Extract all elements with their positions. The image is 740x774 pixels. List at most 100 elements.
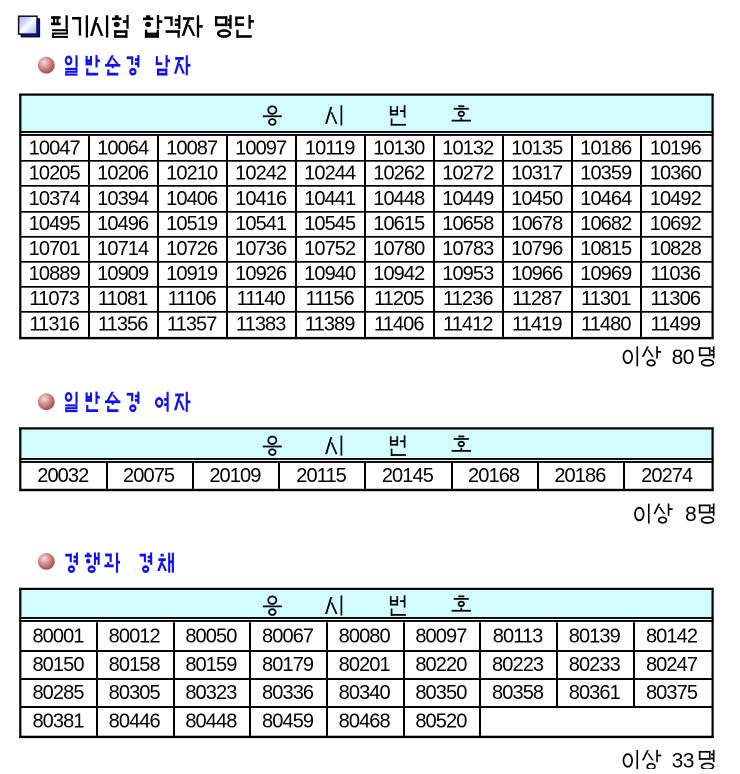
svg-text:80233: 80233 — [569, 654, 621, 676]
svg-text:10940: 10940 — [304, 263, 356, 285]
svg-text:11412: 11412 — [443, 313, 493, 335]
svg-text:80: 80 — [672, 346, 694, 369]
svg-text:10701: 10701 — [29, 238, 81, 260]
svg-text:10942: 10942 — [373, 263, 425, 285]
svg-text:10359: 10359 — [580, 163, 632, 185]
svg-text:10406: 10406 — [166, 188, 218, 210]
svg-text:80012: 80012 — [109, 626, 161, 648]
svg-text:10726: 10726 — [166, 238, 218, 260]
svg-text:20109: 20109 — [209, 465, 261, 487]
svg-text:10242: 10242 — [235, 163, 287, 185]
svg-text:80468: 80468 — [339, 711, 391, 733]
svg-text:80150: 80150 — [32, 654, 84, 676]
svg-text:10119: 10119 — [305, 138, 355, 160]
svg-text:10780: 10780 — [373, 238, 425, 260]
svg-text:10545: 10545 — [304, 213, 356, 235]
svg-text:10064: 10064 — [97, 138, 149, 160]
svg-text:11073: 11073 — [29, 288, 79, 310]
svg-text:11306: 11306 — [650, 288, 700, 310]
svg-text:10416: 10416 — [235, 188, 287, 210]
svg-text:80361: 80361 — [569, 682, 621, 704]
svg-text:10135: 10135 — [511, 138, 563, 160]
svg-text:10541: 10541 — [235, 213, 287, 235]
svg-text:10244: 10244 — [304, 163, 356, 185]
svg-text:10496: 10496 — [97, 213, 149, 235]
svg-text:20186: 20186 — [554, 465, 606, 487]
svg-text:8: 8 — [685, 503, 696, 526]
svg-text:10130: 10130 — [373, 138, 425, 160]
svg-text:80247: 80247 — [646, 654, 698, 676]
svg-text:10448: 10448 — [373, 188, 425, 210]
svg-text:10360: 10360 — [650, 163, 702, 185]
svg-text:10210: 10210 — [166, 163, 218, 185]
svg-text:10317: 10317 — [511, 163, 563, 185]
svg-text:11406: 11406 — [374, 313, 424, 335]
svg-text:80340: 80340 — [339, 682, 391, 704]
svg-text:80336: 80336 — [262, 682, 314, 704]
svg-text:10919: 10919 — [166, 263, 218, 285]
svg-text:80097: 80097 — [415, 626, 467, 648]
svg-text:11499: 11499 — [650, 313, 700, 335]
svg-text:80375: 80375 — [646, 682, 698, 704]
svg-text:10909: 10909 — [97, 263, 149, 285]
svg-text:10441: 10441 — [304, 188, 356, 210]
svg-text:80446: 80446 — [109, 711, 161, 733]
svg-text:80050: 80050 — [185, 626, 237, 648]
svg-text:11301: 11301 — [581, 288, 631, 310]
svg-text:11081: 11081 — [98, 288, 148, 310]
svg-text:11357: 11357 — [167, 313, 217, 335]
svg-text:10394: 10394 — [97, 188, 149, 210]
svg-text:80220: 80220 — [415, 654, 467, 676]
svg-text:10815: 10815 — [580, 238, 632, 260]
svg-text:11156: 11156 — [306, 288, 355, 310]
svg-text:11036: 11036 — [650, 263, 700, 285]
svg-text:80001: 80001 — [32, 626, 84, 648]
svg-text:10206: 10206 — [97, 163, 149, 185]
svg-text:10889: 10889 — [29, 263, 81, 285]
svg-text:10132: 10132 — [442, 138, 494, 160]
svg-text:80158: 80158 — [109, 654, 161, 676]
svg-text:80113: 80113 — [493, 626, 543, 648]
svg-text:80305: 80305 — [109, 682, 161, 704]
svg-text:20274: 20274 — [641, 465, 693, 487]
svg-text:10087: 10087 — [166, 138, 218, 160]
svg-text:10097: 10097 — [235, 138, 287, 160]
svg-text:10519: 10519 — [166, 213, 218, 235]
svg-text:11356: 11356 — [98, 313, 148, 335]
svg-text:80223: 80223 — [492, 654, 544, 676]
svg-text:10272: 10272 — [442, 163, 494, 185]
svg-text:10953: 10953 — [442, 263, 494, 285]
svg-text:80285: 80285 — [32, 682, 84, 704]
svg-text:80067: 80067 — [262, 626, 314, 648]
svg-text:10966: 10966 — [511, 263, 563, 285]
svg-text:20075: 20075 — [123, 465, 175, 487]
svg-text:10450: 10450 — [511, 188, 563, 210]
svg-text:10449: 10449 — [442, 188, 494, 210]
svg-text:80142: 80142 — [646, 626, 698, 648]
svg-text:11480: 11480 — [581, 313, 631, 335]
svg-text:11316: 11316 — [29, 313, 79, 335]
svg-text:11419: 11419 — [512, 313, 562, 335]
svg-text:10714: 10714 — [97, 238, 149, 260]
svg-text:80459: 80459 — [262, 711, 314, 733]
svg-text:20115: 20115 — [296, 465, 346, 487]
svg-text:10926: 10926 — [235, 263, 287, 285]
svg-text:80159: 80159 — [185, 654, 237, 676]
svg-text:10047: 10047 — [29, 138, 81, 160]
svg-text:10262: 10262 — [373, 163, 425, 185]
svg-text:80323: 80323 — [185, 682, 237, 704]
svg-text:20145: 20145 — [382, 465, 434, 487]
svg-text:11205: 11205 — [374, 288, 424, 310]
svg-text:10678: 10678 — [511, 213, 563, 235]
svg-text:10492: 10492 — [650, 188, 702, 210]
svg-text:10969: 10969 — [580, 263, 632, 285]
svg-text:10205: 10205 — [29, 163, 81, 185]
svg-text:10658: 10658 — [442, 213, 494, 235]
svg-text:10736: 10736 — [235, 238, 287, 260]
svg-text:11236: 11236 — [443, 288, 493, 310]
svg-text:11140: 11140 — [237, 288, 286, 310]
svg-text:80520: 80520 — [415, 711, 467, 733]
svg-text:80381: 80381 — [32, 711, 84, 733]
svg-text:10374: 10374 — [29, 188, 81, 210]
svg-text:11287: 11287 — [512, 288, 562, 310]
